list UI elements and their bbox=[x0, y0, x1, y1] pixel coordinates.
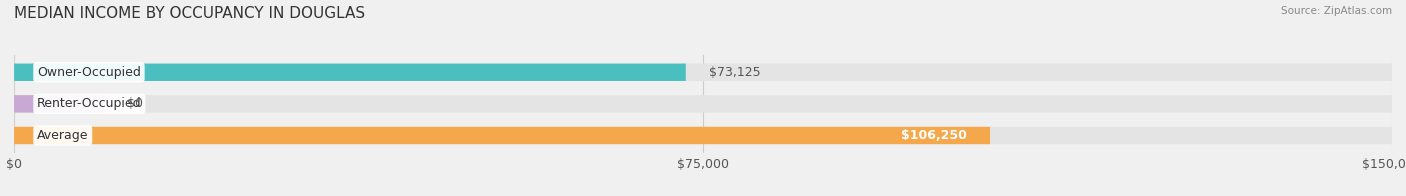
Text: Source: ZipAtlas.com: Source: ZipAtlas.com bbox=[1281, 6, 1392, 16]
Text: MEDIAN INCOME BY OCCUPANCY IN DOUGLAS: MEDIAN INCOME BY OCCUPANCY IN DOUGLAS bbox=[14, 6, 366, 21]
Text: $106,250: $106,250 bbox=[901, 129, 967, 142]
FancyBboxPatch shape bbox=[14, 127, 1392, 144]
FancyBboxPatch shape bbox=[14, 64, 1392, 81]
Text: Owner-Occupied: Owner-Occupied bbox=[37, 66, 141, 79]
Text: $0: $0 bbox=[127, 97, 142, 110]
FancyBboxPatch shape bbox=[14, 127, 990, 144]
FancyBboxPatch shape bbox=[14, 95, 104, 113]
Text: $73,125: $73,125 bbox=[709, 66, 761, 79]
Text: Average: Average bbox=[37, 129, 89, 142]
Text: Renter-Occupied: Renter-Occupied bbox=[37, 97, 142, 110]
FancyBboxPatch shape bbox=[14, 64, 686, 81]
FancyBboxPatch shape bbox=[14, 95, 1392, 113]
